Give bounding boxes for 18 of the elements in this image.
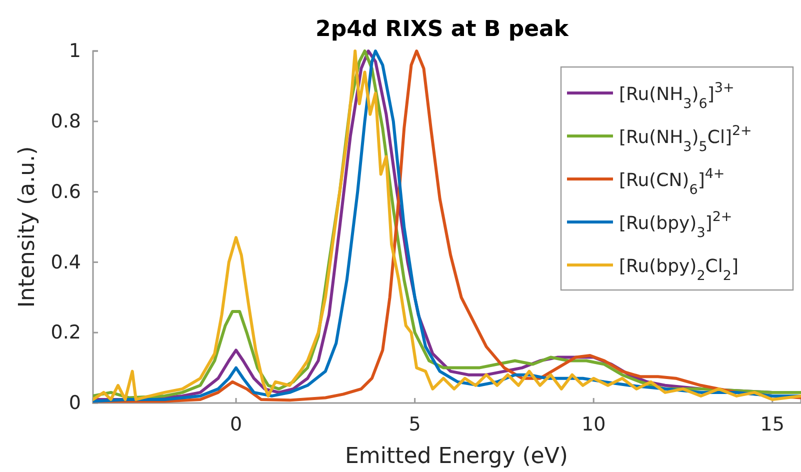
x-tick-label: 0	[230, 413, 242, 436]
y-tick-label: 1	[68, 40, 81, 62]
x-axis-title: Emitted Energy (eV)	[345, 444, 568, 469]
y-axis-title: Intensity (a.u.)	[15, 146, 40, 308]
legend-label: [Ru(bpy)$_{2}$Cl$_{2}$]	[619, 256, 738, 284]
y-tick-label: 0.6	[50, 180, 81, 203]
x-tick-label: 15	[760, 413, 784, 436]
y-tick-label: 0.2	[50, 322, 81, 344]
legend-label: [Ru(bpy)$_{3}$]$^{2+}$	[619, 209, 732, 241]
y-tick-label: 0.8	[50, 110, 81, 132]
x-tick-label: 5	[408, 413, 421, 436]
legend-label: [Ru(NH$_{3}$)$_{6}$]$^{3+}$	[619, 80, 734, 112]
y-tick-label: 0.4	[50, 251, 81, 274]
legend-label: [Ru(NH$_{3}$)$_{5}$Cl]$^{2+}$	[619, 123, 752, 155]
y-tick-label: 0	[68, 392, 81, 414]
chart-title: 2p4d RIXS at B peak	[316, 17, 570, 42]
legend-label: [Ru(CN)$_{6}$]$^{4+}$	[619, 166, 725, 198]
x-tick-label: 10	[582, 413, 606, 436]
